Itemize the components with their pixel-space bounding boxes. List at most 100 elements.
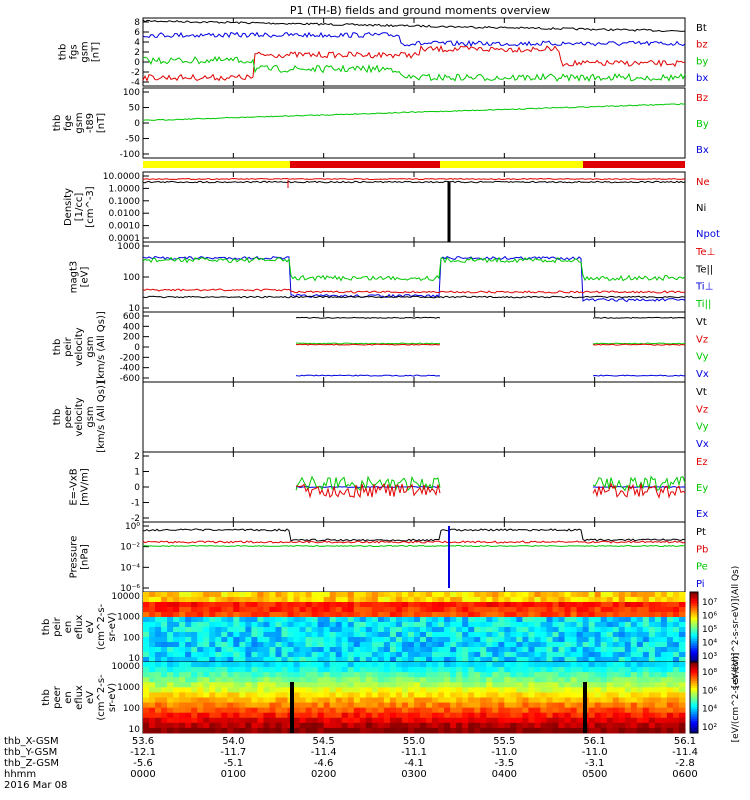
spectrogram-cell [389, 627, 397, 633]
spectrogram-cell [329, 637, 337, 643]
spectrogram-cell [432, 687, 439, 693]
spectrogram-cell [341, 662, 349, 668]
spectrogram-cell [438, 642, 445, 648]
spectrogram-cell [191, 677, 198, 683]
spectrogram-cell [516, 612, 523, 618]
spectrogram-cell [600, 687, 608, 693]
spectrogram-cell [251, 662, 258, 668]
spectrogram-cell [257, 642, 264, 648]
spectrogram-cell [149, 682, 156, 688]
spectrogram-cell [660, 712, 668, 719]
spectrogram-cell [660, 622, 668, 628]
spectrogram-cell [438, 687, 445, 693]
spectrogram-cell [317, 632, 325, 638]
spectrogram-cell [414, 712, 421, 719]
spectrogram-cell [155, 597, 162, 603]
spectrogram-cell [570, 717, 578, 724]
spectrogram-cell [305, 667, 313, 673]
x-axis-value: 56.1 [584, 736, 606, 747]
spectrogram-cell [558, 597, 566, 603]
spectrogram-cell [377, 712, 385, 719]
spectrogram-cell [678, 717, 686, 724]
spectrogram-cell [281, 672, 289, 678]
spectrogram-cell [185, 712, 192, 719]
spectrogram-cell [227, 717, 234, 724]
y-tick-label: 10 [129, 654, 141, 664]
spectrogram-cell [287, 612, 295, 618]
spectrogram-cell [534, 652, 541, 658]
x-axis-value: 0200 [311, 769, 336, 780]
spectrogram-cell [444, 662, 451, 668]
spectrogram-cell [209, 612, 216, 618]
spectrogram-cell [245, 592, 252, 598]
spectrogram-cell [618, 642, 626, 648]
spectrogram-cell [426, 727, 433, 734]
spectrogram-cell [341, 657, 349, 663]
spectrogram-cell [341, 652, 349, 658]
spectrogram-cell [293, 627, 301, 633]
spectrogram-cell [197, 617, 204, 623]
spectrogram-cell [161, 657, 168, 663]
spectrogram-cell [293, 642, 301, 648]
spectrogram-cell [456, 707, 463, 714]
x-axis-value: 54.5 [313, 736, 335, 747]
spectrogram-cell [221, 602, 228, 608]
spectrogram-cell [546, 707, 554, 714]
spectrogram-cell [215, 717, 222, 724]
spectrogram-cell [618, 647, 626, 653]
spectrogram-cell [395, 667, 403, 673]
spectrogram-cell [432, 612, 439, 618]
spectrogram-cell [401, 597, 409, 603]
y-axis-label-line: gsm [85, 336, 96, 357]
spectrogram-cell [648, 682, 656, 688]
spectrogram-cell [438, 627, 445, 633]
spectrogram-cell [185, 692, 192, 698]
spectrogram-cell [209, 677, 216, 683]
spectrogram-cell [395, 677, 403, 683]
spectrogram-cell [191, 692, 198, 698]
spectrogram-cell [618, 607, 626, 613]
spectrogram-cell [209, 717, 216, 724]
spectrogram-cell [395, 707, 403, 714]
spectrogram-cell [155, 717, 162, 724]
spectrogram-cell [143, 672, 150, 678]
spectrogram-cell [305, 687, 313, 693]
spectrogram-cell [173, 727, 180, 734]
spectrogram-cell [456, 662, 463, 668]
spectrogram-cell [462, 697, 469, 704]
spectrogram-cell [365, 592, 373, 598]
spectrogram-cell [474, 607, 481, 613]
y-axis-label-line: [nPa] [80, 544, 91, 570]
spectrogram-cell [221, 662, 228, 668]
x-axis-value: 54.0 [222, 736, 244, 747]
spectrogram-cell [600, 707, 608, 714]
spectrogram-cell [233, 662, 240, 668]
spectrogram-cell [239, 707, 246, 714]
spectrogram-cell [432, 642, 439, 648]
spectrogram-cell [672, 672, 680, 678]
spectrogram-cell [492, 622, 499, 628]
spectrogram-cell [492, 702, 499, 709]
spectrogram-cell [474, 602, 481, 608]
spectrogram-cell [558, 637, 566, 643]
spectrogram-cell [492, 722, 499, 729]
spectrogram-cell [311, 662, 319, 668]
spectrogram-cell [161, 652, 168, 658]
spectrogram-cell [329, 662, 337, 668]
spectrogram-cell [456, 717, 463, 724]
spectrogram-cell [648, 627, 656, 633]
spectrogram-cell [480, 652, 487, 658]
spectrogram-cell [444, 687, 451, 693]
spectrogram-cell [317, 597, 325, 603]
spectrogram-cell [468, 632, 475, 638]
spectrogram-cell [480, 707, 487, 714]
spectrogram-cell [504, 707, 511, 714]
spectrogram-cell [233, 652, 240, 658]
spectrogram-cell [263, 727, 270, 734]
spectrogram-cell [414, 642, 421, 648]
spectrogram-cell [263, 717, 270, 724]
y-axis-label-line: en [63, 691, 74, 704]
spectrogram-cell [209, 602, 216, 608]
spectrogram-cell [191, 652, 198, 658]
